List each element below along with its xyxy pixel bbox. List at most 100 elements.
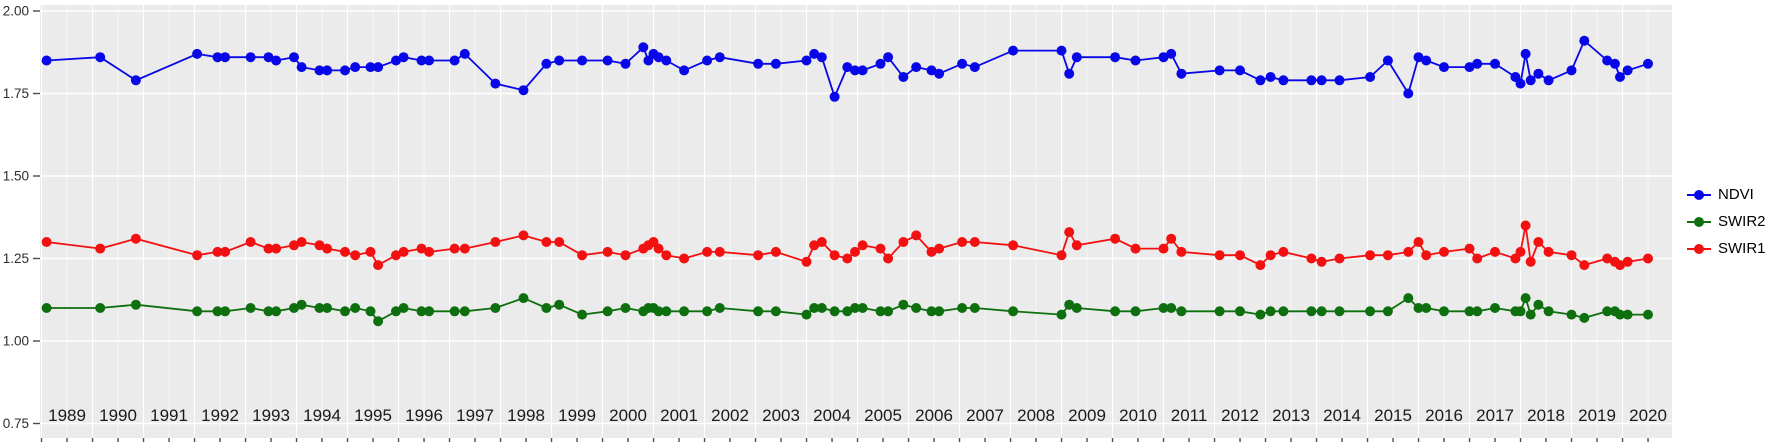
data-point [95, 243, 106, 254]
data-point [245, 303, 256, 313]
data-point [911, 62, 922, 73]
data-point [1235, 306, 1245, 317]
data-point [192, 306, 203, 317]
chart-legend: NDVI SWIR2 SWIR1 [1687, 184, 1766, 260]
data-point [289, 240, 299, 251]
data-point [1543, 246, 1554, 257]
data-point [1334, 306, 1345, 317]
data-point [1622, 256, 1633, 267]
legend-key-swir2-icon [1687, 216, 1711, 228]
x-axis-label: 1999 [558, 406, 596, 425]
x-axis-label: 2004 [813, 406, 851, 425]
data-point [220, 52, 231, 63]
x-axis-label: 1990 [99, 406, 137, 425]
data-point [577, 250, 588, 261]
data-point [1615, 72, 1625, 82]
data-point [1110, 306, 1121, 317]
x-axis-label: 2020 [1629, 406, 1667, 425]
data-point [1490, 58, 1500, 69]
data-point [391, 306, 401, 317]
y-axis-label: 1.75 [3, 86, 29, 101]
legend-item-swir1: SWIR1 [1687, 238, 1766, 260]
data-point [130, 75, 141, 86]
x-axis-label: 2013 [1272, 406, 1310, 425]
data-point [1609, 58, 1620, 69]
data-point [714, 246, 725, 257]
data-point [857, 65, 868, 76]
data-point [770, 306, 781, 317]
data-point [41, 55, 52, 66]
data-point [926, 306, 937, 317]
data-point [263, 243, 274, 254]
x-axis-label: 2008 [1017, 406, 1055, 425]
data-point [365, 62, 376, 73]
data-point [1525, 256, 1536, 267]
x-axis-label: 1993 [252, 406, 290, 425]
gridlines [40, 5, 1672, 438]
data-point [1176, 306, 1187, 317]
data-point [459, 243, 470, 254]
data-point [1602, 55, 1613, 66]
data-point [770, 246, 781, 257]
data-point [449, 306, 460, 317]
data-point [1413, 303, 1424, 313]
data-point [883, 306, 894, 317]
x-axis-label: 2005 [864, 406, 902, 425]
data-point [969, 62, 980, 73]
x-axis-label: 1996 [405, 406, 443, 425]
data-point [1316, 256, 1327, 267]
data-point [829, 306, 840, 317]
data-point [289, 303, 299, 313]
y-axis-label: 1.25 [3, 251, 29, 266]
data-point [1214, 250, 1225, 261]
data-point [192, 250, 203, 261]
data-point [271, 306, 282, 317]
data-point [679, 306, 690, 317]
data-point [1413, 237, 1424, 247]
data-point [714, 303, 725, 313]
x-axis-label: 1989 [48, 406, 86, 425]
data-point [1278, 246, 1289, 257]
data-point [934, 306, 945, 317]
data-point [1265, 72, 1276, 82]
data-point [1421, 303, 1432, 313]
data-point [1064, 227, 1075, 238]
data-point [1110, 52, 1121, 63]
data-point [314, 240, 325, 251]
data-point [192, 48, 203, 59]
data-point [95, 52, 106, 63]
data-point [1615, 260, 1625, 271]
series-swir1 [41, 220, 1653, 271]
data-point [340, 65, 350, 76]
data-point [1622, 309, 1633, 320]
data-point [95, 303, 106, 313]
data-point [340, 306, 350, 317]
data-point [490, 78, 501, 89]
data-point [1158, 243, 1169, 254]
data-point [957, 237, 968, 247]
data-point [220, 306, 231, 317]
data-point [554, 299, 565, 310]
data-point [1306, 253, 1317, 264]
data-point [1255, 309, 1266, 320]
data-point [1520, 293, 1531, 304]
data-point [424, 246, 435, 257]
data-point [1413, 52, 1424, 63]
data-point [1064, 299, 1075, 310]
data-point [702, 306, 713, 317]
data-point [459, 306, 470, 317]
data-point [322, 65, 333, 76]
data-point [679, 65, 690, 76]
data-point [1130, 55, 1141, 66]
data-point [702, 246, 713, 257]
data-point [212, 52, 223, 63]
data-point [1643, 309, 1653, 320]
data-point [850, 303, 860, 313]
data-point [518, 230, 529, 241]
data-point [1056, 250, 1067, 261]
data-point [1421, 55, 1432, 66]
data-point [271, 243, 282, 254]
data-point [1464, 62, 1475, 73]
